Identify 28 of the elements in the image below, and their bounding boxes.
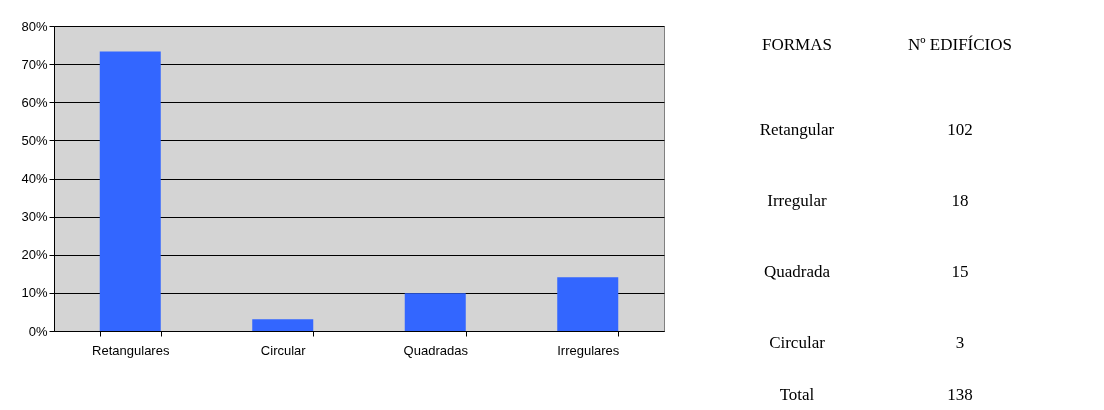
x-tick-label: Retangulares [92, 342, 170, 358]
bar [252, 319, 314, 331]
y-tick-label: 80% [21, 18, 48, 34]
text: Quadrada [763, 262, 831, 282]
text: 3 [955, 333, 965, 353]
x-tick-label: Irregulares [557, 342, 620, 358]
text: 15 [951, 262, 969, 282]
text: 18 [951, 191, 969, 211]
bar [557, 277, 619, 331]
text: Irregular [767, 191, 827, 211]
text: 138 [947, 385, 973, 405]
text: Retangular [759, 120, 835, 140]
text: Total [779, 385, 815, 405]
bar [404, 293, 466, 331]
y-tick-label: 0% [28, 323, 48, 339]
text: 102 [947, 120, 973, 140]
y-tick-label: 70% [21, 56, 48, 72]
x-tick-label: Circular [260, 342, 307, 358]
text: FORMAS [762, 35, 832, 55]
y-tick-label: 20% [21, 247, 48, 263]
y-tick-label: 50% [21, 132, 48, 148]
y-tick-label: 40% [21, 171, 48, 186]
text: Nº EDIFÍCIOS [908, 35, 1012, 55]
x-tick-label: Quadradas [403, 342, 469, 358]
bar [99, 51, 161, 331]
y-tick-label: 30% [21, 209, 48, 225]
y-tick-label: 10% [21, 285, 48, 301]
y-tick-label: 60% [21, 94, 48, 110]
